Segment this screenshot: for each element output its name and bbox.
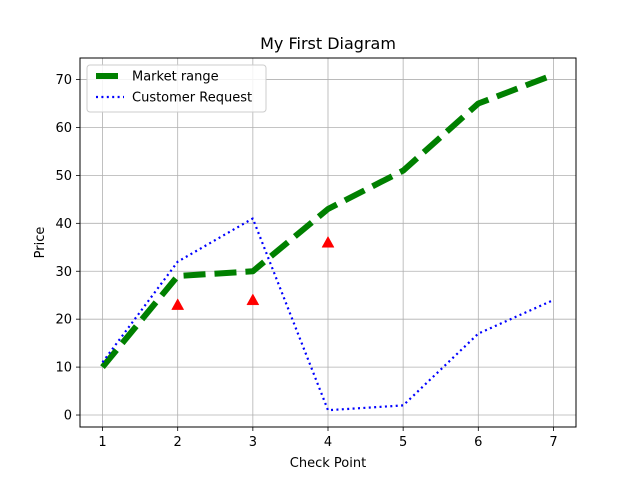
y-tick-label: 70	[55, 73, 72, 88]
chart-title: My First Diagram	[260, 34, 396, 53]
legend-box	[86, 64, 267, 113]
x-tick-label: 3	[249, 435, 257, 450]
series-line-market-range	[100, 71, 555, 370]
triangle-marker	[171, 298, 185, 310]
x-tick-label: 5	[399, 435, 407, 450]
y-tick-label: 50	[55, 169, 72, 184]
legend-label-market-range: Market range	[132, 70, 219, 85]
y-tick-label: 10	[55, 361, 72, 376]
grid	[80, 58, 576, 427]
triangle-markers	[171, 235, 335, 310]
y-tick-label: 0	[64, 409, 72, 424]
x-tick-label: 4	[324, 435, 332, 450]
triangle-marker	[321, 235, 335, 248]
y-tick-label: 30	[55, 265, 72, 280]
y-axis-label: Price	[33, 227, 48, 259]
x-tick-label: 1	[98, 435, 106, 450]
x-tick-label: 7	[549, 435, 557, 450]
x-tick-label: 2	[174, 435, 182, 450]
y-tick-label: 60	[55, 121, 72, 136]
x-axis-label: Check Point	[290, 456, 366, 471]
legend-label-customer-request: Customer Request	[132, 91, 252, 106]
series-lines	[100, 71, 555, 412]
triangle-marker	[246, 293, 260, 306]
y-tick-label: 40	[55, 217, 72, 232]
series-line-customer-request	[101, 217, 554, 412]
x-tick-label: 6	[474, 435, 482, 450]
y-tick-label: 20	[55, 313, 72, 328]
legend: Market range Customer Request	[86, 64, 267, 113]
